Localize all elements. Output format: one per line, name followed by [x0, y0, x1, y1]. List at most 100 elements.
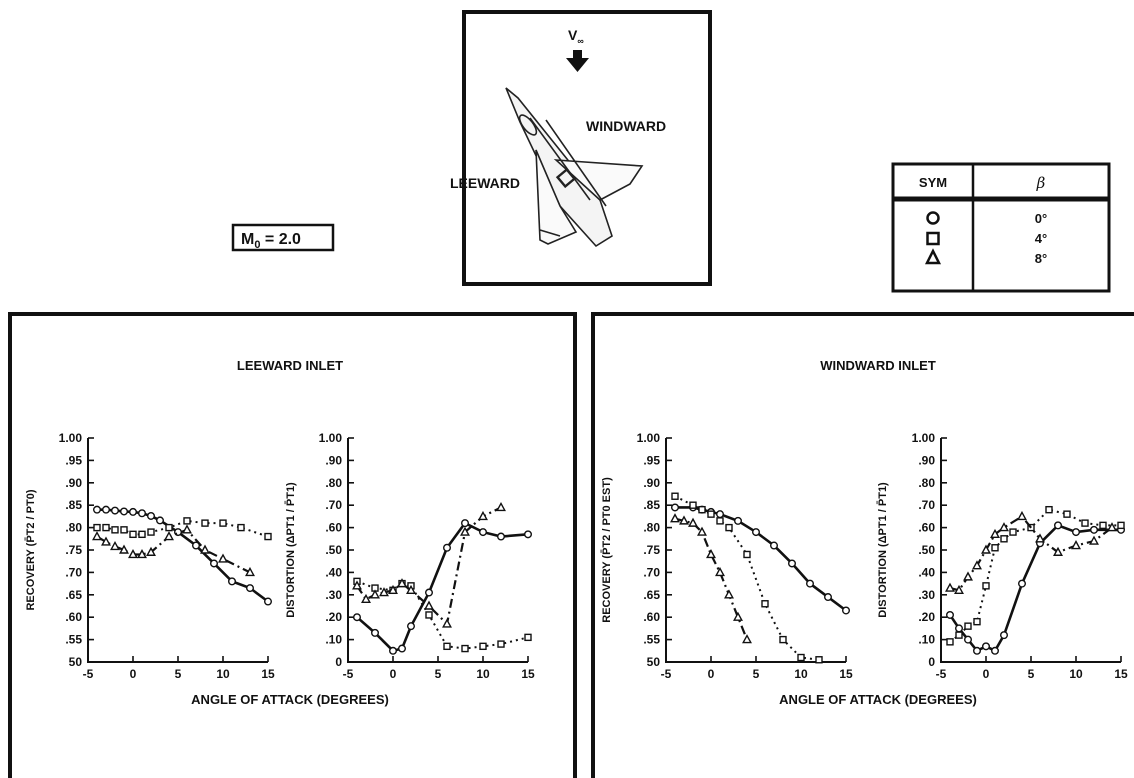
data-point-triangle: [379, 587, 389, 597]
y-tick-label: .60: [643, 610, 660, 624]
legend-table: SYM β 0° 4° 8°: [891, 162, 1111, 293]
data-point-triangle: [697, 526, 707, 536]
data-point-square: [138, 530, 146, 539]
y-tick-label: .80: [643, 521, 660, 535]
data-point-square: [264, 532, 272, 541]
series-line-beta-0: [356, 521, 529, 653]
mach-label: M: [241, 231, 254, 248]
leeward-panel: LEEWARD INLET ANGLE OF ATTACK (DEGREES): [8, 312, 577, 778]
data-point-circle: [146, 511, 155, 520]
leeward-recovery-chart: 50 .55 .60 .65 .70 .75 .80 .85 .90 .95 1.00 -5 0 5 10 1…: [25, 431, 275, 681]
legend-circle-icon: [926, 211, 940, 225]
y-tick-label: .70: [325, 498, 342, 512]
mach-number-box: M0 = 2.0: [231, 223, 335, 252]
data-point-triangle: [963, 571, 973, 581]
data-point-triangle: [679, 515, 689, 525]
data-point-circle: [716, 510, 725, 519]
data-point-square: [973, 617, 981, 626]
x-tick-label: 15: [261, 667, 275, 681]
y-tick-label: .70: [918, 498, 935, 512]
y-tick-label: .95: [65, 453, 82, 467]
mach-value: = 2.0: [260, 231, 301, 248]
y-tick-label: .65: [65, 588, 82, 602]
data-point-triangle: [715, 566, 725, 577]
x-tick-label: 0: [983, 667, 990, 681]
y-axis-label: DISTORTION (ΔPT1 / P̄T1): [877, 482, 889, 618]
y-tick-label: .85: [643, 498, 660, 512]
x-tick-label: -5: [83, 667, 94, 681]
y-axis-label: RECOVERY (P̄T2 / PT0): [25, 489, 37, 610]
data-point-square: [425, 611, 433, 619]
data-point-circle: [119, 507, 128, 516]
x-tick-label: 0: [708, 667, 715, 681]
x-tick-label: 5: [435, 667, 442, 681]
axis-line: [665, 438, 846, 663]
windward-recovery-chart: 50 .55 .60 .65 .70 .75 .80 .85 .90 .95 1.00 -5 0 5 10 1…: [601, 431, 853, 681]
y-tick-label: 1.00: [319, 431, 343, 445]
x-tick-label: 10: [216, 667, 230, 681]
data-point-square: [797, 653, 805, 662]
data-point-circle: [461, 519, 470, 528]
data-point-square: [707, 510, 715, 518]
data-point-triangle: [1071, 540, 1081, 550]
y-tick-label: .70: [65, 565, 82, 579]
x-tick-label: 10: [1069, 667, 1083, 681]
windward-distortion-chart: 0.10.20.30.40.50.60.70.80.901.00-5 0 5 10 15…: [877, 431, 1128, 681]
data-point-circle: [137, 509, 146, 518]
data-point-circle: [1089, 525, 1098, 534]
freestream-arrow-icon: [566, 50, 589, 72]
data-point-triangle: [1089, 535, 1099, 545]
data-point-square: [743, 550, 751, 559]
y-tick-label: .10: [918, 633, 935, 647]
data-point-circle: [110, 506, 119, 515]
data-point-triangle: [478, 510, 488, 521]
data-point-circle: [824, 593, 833, 602]
data-point-square: [1063, 510, 1071, 518]
data-point-square: [497, 640, 505, 648]
y-tick-label: .60: [65, 610, 82, 624]
data-point-triangle: [990, 528, 1000, 539]
series-line-beta-0: [675, 506, 847, 612]
data-point-triangle: [245, 566, 255, 577]
x-tick-label: 10: [476, 667, 490, 681]
legend-square-icon: [926, 231, 940, 246]
x-tick-label: 0: [390, 667, 397, 681]
x-tick-label: 15: [521, 667, 535, 681]
data-point-square: [761, 600, 769, 608]
data-point-circle: [425, 588, 434, 597]
data-point-circle: [92, 505, 101, 514]
data-point-circle: [407, 622, 416, 631]
y-tick-label: .95: [643, 453, 660, 467]
y-tick-label: .70: [643, 565, 660, 579]
series-line-beta-4: [356, 580, 529, 650]
data-point-triangle: [137, 549, 147, 559]
data-point-square: [120, 526, 128, 534]
data-point-triangle: [706, 549, 716, 559]
legend-value-4: 4°: [1035, 231, 1047, 246]
data-point-circle: [371, 628, 380, 637]
data-point-square: [671, 492, 679, 500]
leeward-distortion-chart: 0.10.20.30.40.50.60.70.80.901.00-5 0 5 10 15…: [285, 431, 535, 681]
legend-triangle-icon: [924, 248, 942, 265]
y-tick-label: 1.00: [637, 431, 661, 445]
y-tick-label: 50: [69, 655, 83, 669]
data-point-triangle: [1107, 522, 1117, 532]
y-axis-label: DISTORTION (ΔPT1 / P̄T1): [285, 482, 297, 618]
data-point-triangle: [999, 522, 1009, 532]
x-tick-label: -5: [661, 667, 672, 681]
data-point-square: [1117, 521, 1125, 530]
leeward-label: LEEWARD: [450, 175, 520, 191]
windward-panel-title: WINDWARD INLET: [820, 358, 936, 373]
y-tick-label: .30: [918, 588, 935, 602]
y-tick-label: 1.00: [912, 431, 936, 445]
data-point-circle: [155, 516, 164, 525]
legend-value-0: 0°: [1035, 211, 1047, 226]
data-point-circle: [398, 644, 407, 653]
windward-x-axis-label: ANGLE OF ATTACK (DEGREES): [779, 692, 977, 707]
y-tick-label: .40: [325, 565, 342, 579]
y-tick-label: 50: [647, 655, 661, 669]
data-point-triangle: [724, 589, 734, 599]
data-point-circle: [524, 530, 533, 539]
data-point-square: [111, 526, 119, 534]
